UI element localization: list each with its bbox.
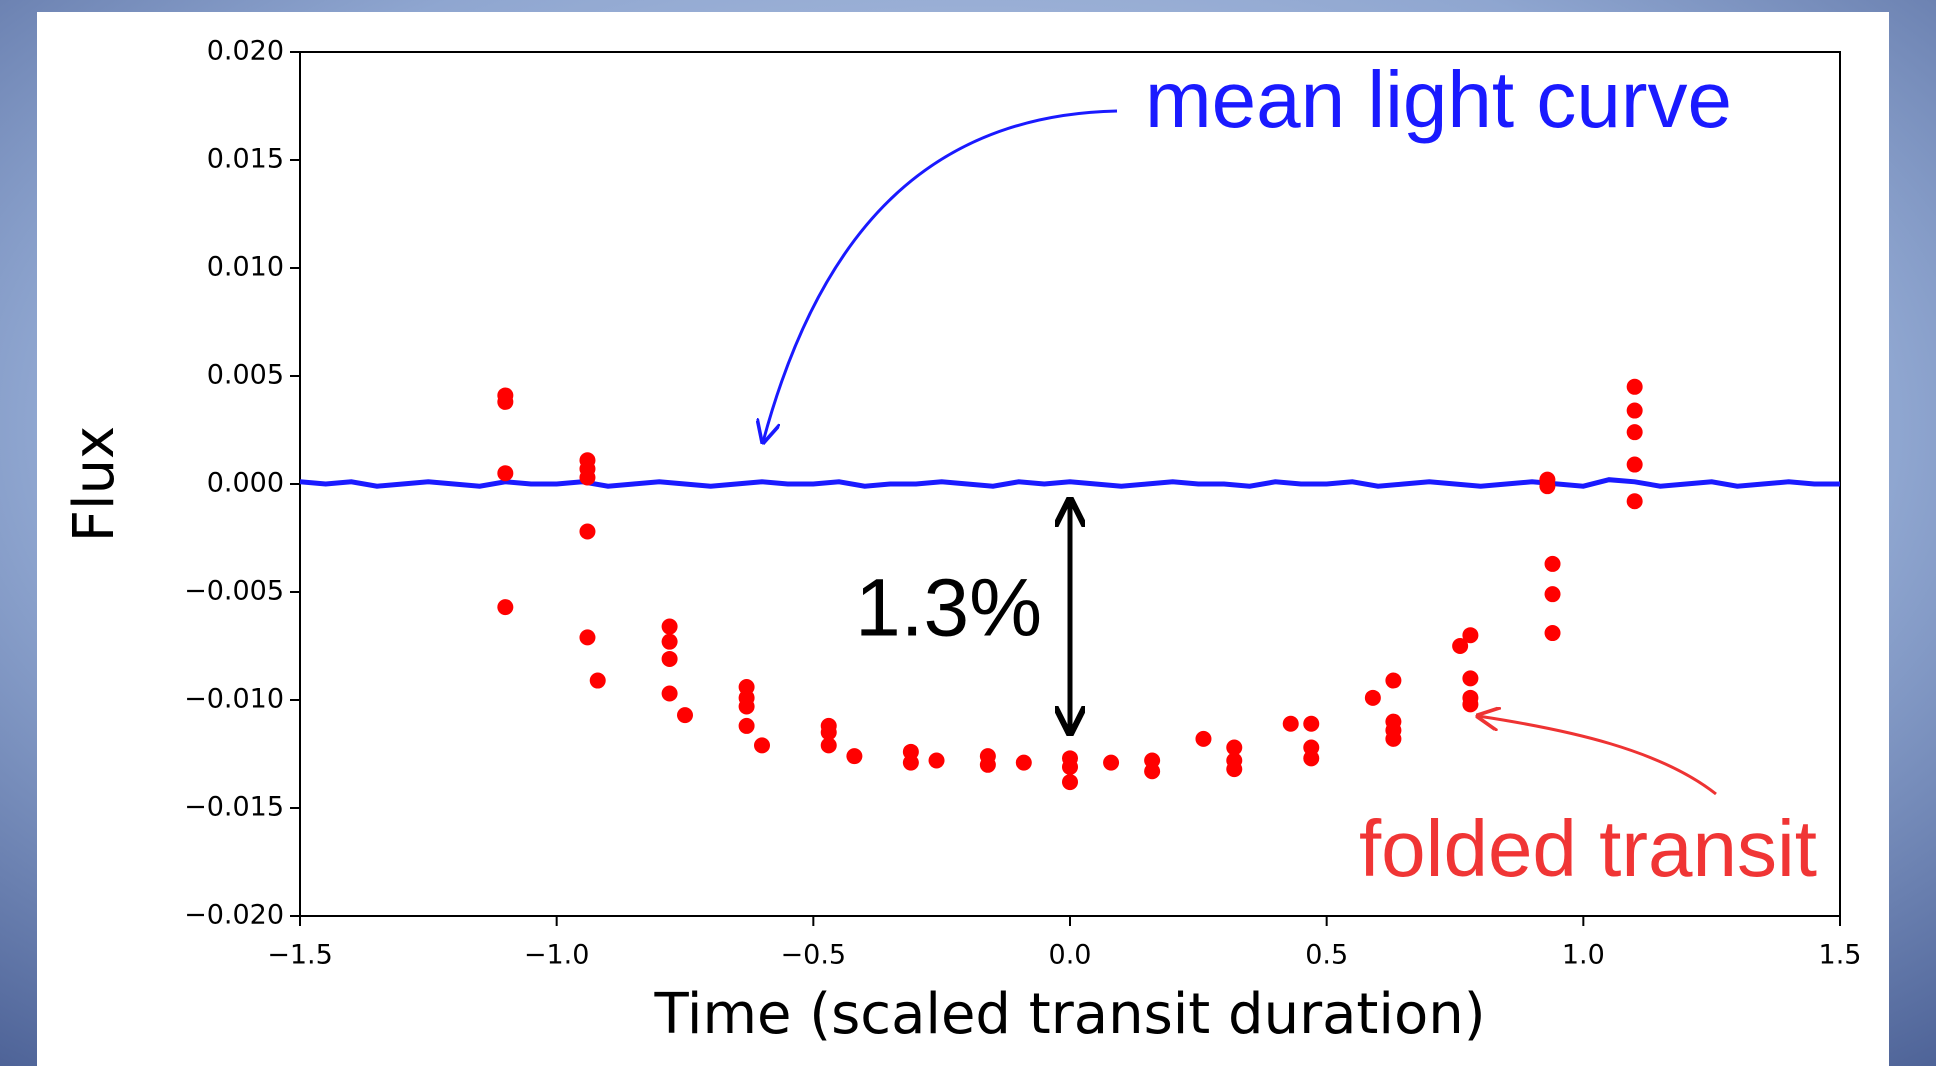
data-point bbox=[1103, 754, 1120, 771]
data-point bbox=[1626, 424, 1643, 441]
data-point bbox=[1303, 715, 1320, 732]
data-point bbox=[661, 618, 678, 635]
data-point bbox=[754, 737, 770, 754]
annotation-arrow bbox=[1478, 716, 1717, 796]
data-point bbox=[1385, 672, 1402, 689]
data-point bbox=[846, 748, 863, 765]
data-point bbox=[497, 393, 514, 410]
data-point bbox=[677, 707, 693, 724]
mean-light-curve bbox=[299, 477, 1840, 489]
x-tick-label: 1.5 bbox=[1819, 940, 1862, 971]
data-point bbox=[928, 752, 945, 769]
annotation: mean light curve bbox=[1145, 55, 1732, 144]
x-tick-label: −1.0 bbox=[524, 940, 590, 971]
data-point bbox=[902, 754, 919, 771]
data-point bbox=[1626, 493, 1643, 510]
data-point bbox=[1462, 696, 1479, 713]
data-point bbox=[738, 698, 755, 715]
data-point bbox=[579, 629, 596, 646]
data-point bbox=[1462, 627, 1479, 644]
data-point bbox=[738, 717, 755, 734]
annotation: folded transit bbox=[1359, 804, 1817, 893]
data-point bbox=[661, 685, 678, 702]
data-point bbox=[1364, 689, 1381, 706]
data-point bbox=[1385, 730, 1402, 747]
annotation-arrow bbox=[763, 109, 1118, 442]
annotation: 1.3% bbox=[855, 563, 1042, 654]
data-point bbox=[1226, 739, 1243, 756]
data-point bbox=[1303, 750, 1320, 767]
data-point bbox=[1015, 754, 1032, 771]
data-point bbox=[661, 633, 678, 650]
data-point bbox=[1544, 555, 1561, 572]
data-point bbox=[1062, 758, 1078, 775]
data-point bbox=[1544, 586, 1561, 603]
x-tick-label: −0.5 bbox=[781, 940, 847, 971]
data-point bbox=[589, 672, 606, 689]
x-axis-label: Time (scaled transit duration) bbox=[653, 982, 1485, 1047]
data-point bbox=[979, 756, 996, 773]
data-point bbox=[497, 465, 514, 482]
y-tick-label: −0.015 bbox=[184, 792, 284, 823]
data-point bbox=[1282, 715, 1299, 732]
data-point bbox=[1539, 471, 1556, 488]
y-tick-label: 0.000 bbox=[207, 468, 284, 499]
data-point bbox=[820, 724, 837, 741]
data-point bbox=[661, 650, 678, 667]
data-point bbox=[1544, 625, 1561, 642]
data-point bbox=[1626, 378, 1643, 395]
x-tick-label: −1.5 bbox=[267, 940, 333, 971]
y-tick-label: 0.010 bbox=[207, 252, 284, 283]
data-point bbox=[1195, 730, 1212, 747]
data-point bbox=[820, 737, 837, 754]
y-tick-label: 0.020 bbox=[207, 36, 284, 67]
data-point bbox=[1062, 774, 1078, 791]
data-point bbox=[1462, 670, 1479, 687]
y-tick-label: −0.020 bbox=[184, 900, 284, 931]
data-point bbox=[579, 469, 596, 486]
panel bbox=[37, 12, 1889, 1066]
x-tick-label: 0.5 bbox=[1305, 940, 1348, 971]
x-tick-label: 1.0 bbox=[1562, 940, 1605, 971]
data-point bbox=[1144, 763, 1161, 780]
y-tick-label: 0.005 bbox=[207, 360, 284, 391]
data-point bbox=[1452, 638, 1469, 654]
data-point bbox=[1626, 402, 1643, 419]
data-point bbox=[1226, 761, 1243, 778]
y-tick-label: 0.015 bbox=[207, 144, 284, 175]
data-point bbox=[1626, 456, 1643, 473]
data-point bbox=[497, 599, 514, 616]
y-axis-label: Flux bbox=[62, 426, 127, 542]
y-tick-label: −0.005 bbox=[184, 576, 284, 607]
x-tick-label: 0.0 bbox=[1049, 940, 1092, 971]
y-tick-label: −0.010 bbox=[184, 684, 284, 715]
data-point bbox=[579, 523, 596, 540]
